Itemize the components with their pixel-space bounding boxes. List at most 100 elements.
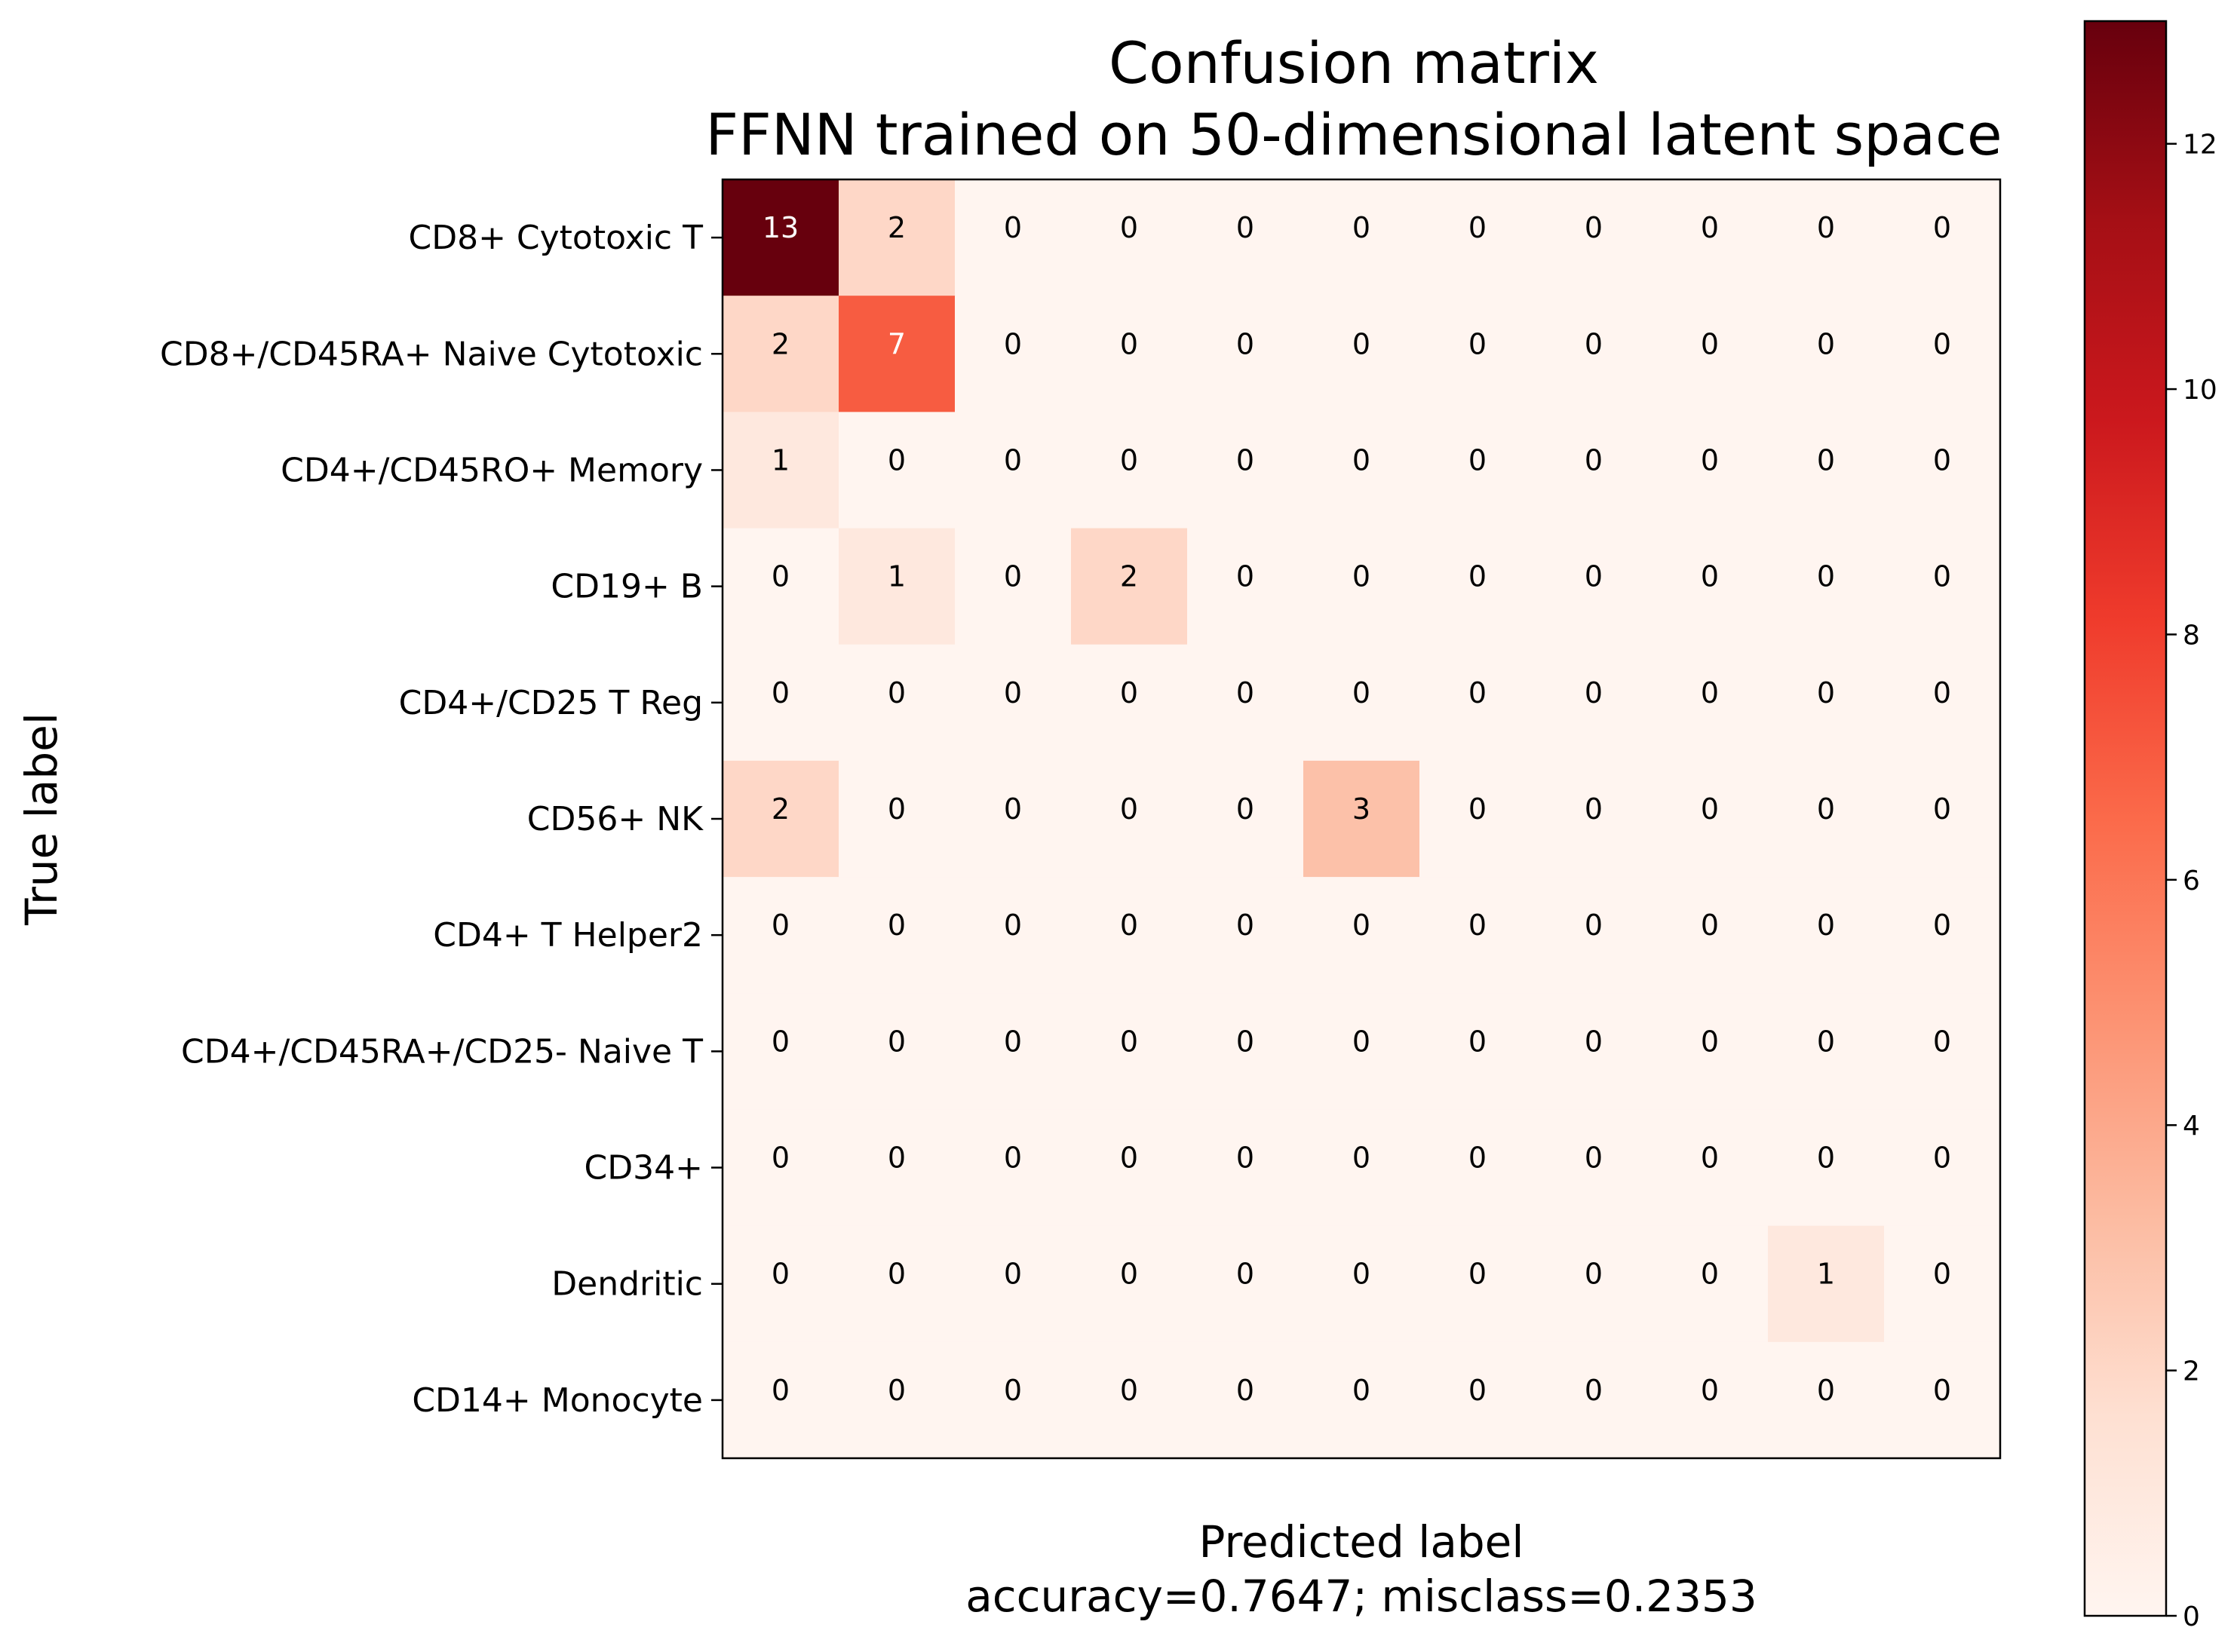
cell-value-label: 0 — [1352, 909, 1370, 942]
y-tick-marks — [711, 236, 723, 1402]
cell-value-label: 0 — [1933, 909, 1951, 942]
y-tick-label: CD19+ B — [551, 568, 703, 606]
cell-value-label: 0 — [1468, 1258, 1487, 1291]
heatmap-cell — [955, 1109, 1072, 1227]
cell-value-label: 0 — [1701, 327, 1719, 360]
heatmap-cell — [1768, 1225, 1885, 1343]
heatmap-cell — [1303, 1341, 1420, 1459]
cell-value-label: 0 — [1352, 1025, 1370, 1058]
cell-value-label: 0 — [1817, 909, 1835, 942]
cell-value-label: 0 — [1352, 327, 1370, 360]
y-tick-label: Dendritic — [551, 1265, 703, 1304]
cell-value-label: 0 — [1004, 1142, 1022, 1175]
heatmap-cell — [1187, 528, 1304, 645]
heatmap-cell — [1884, 760, 2001, 878]
heatmap-cell — [955, 993, 1072, 1110]
cell-value-label: 0 — [1004, 560, 1022, 593]
heatmap-cell — [1419, 993, 1536, 1110]
cell-value-label: 0 — [1352, 1258, 1370, 1291]
heatmap-cell — [1768, 1341, 1885, 1459]
heatmap-cell — [1768, 528, 1885, 645]
y-tick-label: CD4+/CD45RA+/CD25- Naive T — [181, 1032, 703, 1071]
heatmap-cell — [1536, 1341, 1652, 1459]
heatmap-cell — [1187, 179, 1304, 296]
y-tick-label: CD4+/CD25 T Reg — [399, 684, 703, 722]
cell-value-label: 0 — [1120, 1025, 1138, 1058]
cell-value-label: 0 — [1585, 1142, 1603, 1175]
cell-value-label: 0 — [1120, 1142, 1138, 1175]
cell-value-label: 0 — [888, 1258, 906, 1291]
heatmap-cell — [1071, 760, 1188, 878]
heatmap-cell — [1652, 1341, 1769, 1459]
cell-value-label: 0 — [1236, 909, 1254, 942]
cell-value-label: 7 — [888, 327, 906, 360]
cell-value-label: 0 — [888, 792, 906, 826]
heatmap-cell — [723, 993, 839, 1110]
cell-value-label: 0 — [1933, 1142, 1951, 1175]
heatmap-cell — [1536, 993, 1652, 1110]
heatmap-cell — [1884, 179, 2001, 296]
cell-value-label: 0 — [772, 676, 790, 710]
heatmap-cell — [1768, 877, 1885, 994]
cell-value-label: 0 — [1120, 1258, 1138, 1291]
heatmap-cell — [1419, 877, 1536, 994]
heatmap-cell — [1303, 1109, 1420, 1227]
heatmap-cell — [723, 877, 839, 994]
cell-value-label: 2 — [772, 792, 790, 826]
heatmap-cell — [1071, 877, 1188, 994]
plot-frame — [721, 178, 2002, 1460]
heatmap-cell — [1419, 1341, 1536, 1459]
heatmap-cell — [1303, 296, 1420, 412]
cell-value-label: 0 — [1468, 560, 1487, 593]
cell-value-label: 0 — [1236, 560, 1254, 593]
heatmap-cell — [955, 412, 1072, 529]
heatmap-cell — [1187, 1225, 1304, 1343]
heatmap-cell — [1187, 1341, 1304, 1459]
colorbar-tick-label: 10 — [2183, 375, 2217, 406]
heatmap-cell — [1536, 296, 1652, 412]
x-axis-label: Predicted label — [1199, 1516, 1524, 1568]
y-tick-label: CD8+/CD45RA+ Naive Cytotoxic — [160, 335, 703, 373]
cell-value-label: 0 — [1817, 792, 1835, 826]
cell-value-label: 0 — [1701, 1258, 1719, 1291]
y-axis-label: True label — [16, 713, 67, 926]
cell-value-label: 0 — [1236, 1258, 1254, 1291]
heatmap-cell — [1536, 1109, 1652, 1227]
heatmap-cell — [1071, 179, 1188, 296]
cell-value-label: 0 — [1701, 1025, 1719, 1058]
cell-value-label: 0 — [1585, 443, 1603, 477]
x-axis-sublabel: accuracy=0.7647; misclass=0.2353 — [965, 1571, 1757, 1622]
cell-value-label: 0 — [1701, 211, 1719, 244]
heatmap-cell — [955, 1341, 1072, 1459]
heatmap-cell — [1187, 993, 1304, 1110]
cell-value-label: 0 — [1817, 560, 1835, 593]
cell-value-label: 0 — [1004, 327, 1022, 360]
cell-value-label: 0 — [1817, 211, 1835, 244]
cell-value-label: 0 — [772, 1258, 790, 1291]
cell-value-label: 0 — [1933, 1374, 1951, 1407]
heatmap-cell — [1419, 760, 1536, 878]
heatmap-cell — [839, 1341, 956, 1459]
heatmap-cell — [1884, 412, 2001, 529]
heatmap-cell — [1187, 1109, 1304, 1227]
heatmap-cell — [723, 644, 839, 762]
heatmap-cell — [839, 179, 956, 296]
cell-value-label: 0 — [1120, 909, 1138, 942]
cell-value-label: 0 — [1701, 560, 1719, 593]
cell-value-label: 0 — [772, 909, 790, 942]
cell-value-label: 0 — [1468, 443, 1487, 477]
cell-value-label: 0 — [888, 676, 906, 710]
colorbar-tick-label: 4 — [2183, 1111, 2200, 1142]
heatmap-cell — [1071, 644, 1188, 762]
cell-value-label: 0 — [1585, 1374, 1603, 1407]
heatmap-cell — [1536, 877, 1652, 994]
cell-value-label: 0 — [1817, 1374, 1835, 1407]
cell-value-label: 0 — [1004, 211, 1022, 244]
cell-value-label: 0 — [1933, 443, 1951, 477]
heatmap-cell — [1419, 528, 1536, 645]
y-tick-labels: CD8+ Cytotoxic T CD8+/CD45RA+ Naive Cytot… — [160, 219, 704, 1420]
cell-value-label: 0 — [1468, 1374, 1487, 1407]
heatmap-cell — [1652, 1109, 1769, 1227]
y-tick-label: CD4+ T Helper2 — [433, 916, 703, 955]
cell-value-label: 0 — [1004, 1025, 1022, 1058]
